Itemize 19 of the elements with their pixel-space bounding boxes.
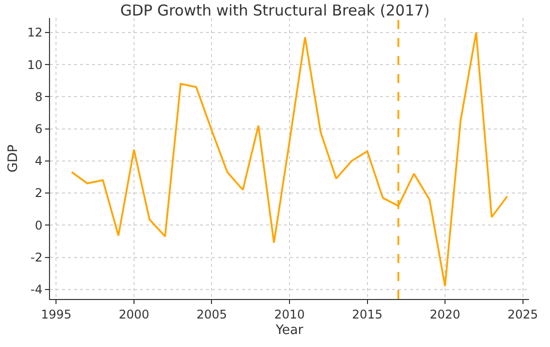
y-tick-label: 0 (34, 218, 42, 232)
x-axis-title: Year (274, 323, 304, 338)
y-tick-label: 8 (34, 90, 42, 104)
y-tick-label: 10 (27, 58, 42, 72)
y-tick-label: 4 (34, 154, 42, 168)
x-tick-label: 2025 (508, 308, 538, 322)
x-tick-label: 2020 (430, 308, 460, 322)
x-tick-label: 2015 (352, 308, 383, 322)
chart-title: GDP Growth with Structural Break (2017) (120, 2, 430, 20)
x-tick-label: 1995 (40, 308, 72, 322)
y-tick-label: 2 (34, 186, 42, 200)
y-tick-label: -2 (30, 250, 42, 264)
x-tick-label: 2005 (196, 308, 228, 322)
x-tick-label: 2000 (118, 308, 150, 322)
y-tick-label: 6 (34, 122, 42, 136)
y-axis-title: GDP (6, 144, 22, 172)
y-tick-label: -4 (30, 282, 42, 297)
y-tick-label: 12 (27, 26, 42, 40)
x-tick-label: 2010 (274, 308, 305, 322)
